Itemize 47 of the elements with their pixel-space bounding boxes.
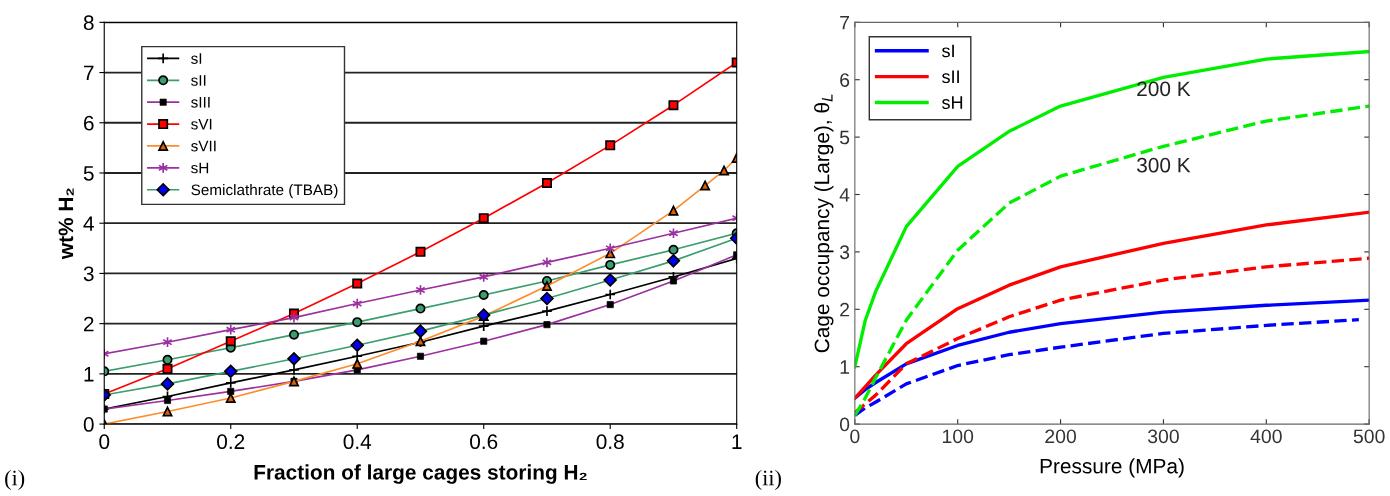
y-tick-label: 4	[83, 216, 94, 231]
y-tick-label: 0	[839, 417, 850, 432]
y-tick-label: 5	[83, 166, 94, 181]
x-tick-label: 300	[1147, 429, 1179, 444]
x-tick-label: 200	[1045, 429, 1077, 444]
y-axis-title: wt% H₂	[58, 188, 74, 260]
legend-label: sII	[191, 75, 206, 86]
text: (ii)	[755, 469, 781, 491]
legend-label: sVI	[191, 118, 212, 130]
y-tick-label: 1	[84, 367, 94, 382]
x-tick-label: 500	[1353, 429, 1385, 444]
x-axis-title: Fraction of large cages storing H₂	[254, 464, 587, 484]
x-tick-label: 0.2	[217, 434, 245, 450]
legend-label: sI	[191, 53, 202, 64]
y-tick-label: 3	[839, 245, 850, 260]
y-tick-label: 2	[83, 316, 94, 332]
x-tick-label: 400	[1250, 429, 1282, 444]
x-tick-label: 0	[850, 429, 860, 444]
y-tick-label: 7	[84, 65, 94, 81]
y-tick-label: 0	[83, 417, 94, 432]
y-tick-label: 8	[83, 15, 94, 31]
legend-label: sH	[191, 162, 209, 174]
x-tick-label: 1	[732, 434, 742, 449]
y-tick-label: 4	[839, 188, 850, 202]
annotation: 200 K	[1137, 81, 1191, 97]
y-tick-label: 5	[839, 130, 850, 145]
legend-label: sVII	[191, 140, 216, 152]
legend-label: Semiclathrate (TBAB)	[191, 183, 338, 199]
legend-label: sH	[942, 96, 963, 109]
x-tick-label: 100	[942, 429, 974, 444]
legend-label: sIII	[191, 97, 210, 108]
text: (i)	[5, 469, 25, 491]
legend-label: sI	[942, 44, 954, 58]
annotation: 300 K	[1137, 157, 1191, 173]
x-axis-title: Pressure (MPa)	[1040, 458, 1184, 478]
x-tick-label: 0	[99, 434, 110, 450]
y-tick-label: 6	[840, 73, 850, 87]
x-tick-label: 0.4	[343, 434, 372, 450]
y-tick-label: 6	[84, 115, 94, 131]
x-tick-label: 0.8	[596, 434, 624, 450]
y-tick-label: 2	[840, 302, 850, 317]
y-tick-label: 3	[83, 266, 94, 282]
y-axis-title: Cage occupancy (Large), θ$_{L}$	[814, 94, 834, 353]
x-tick-label: 0.6	[470, 434, 498, 450]
legend-label: sII	[942, 70, 959, 84]
y-tick-label: 7	[840, 15, 850, 30]
y-tick-label: 1	[840, 360, 850, 374]
